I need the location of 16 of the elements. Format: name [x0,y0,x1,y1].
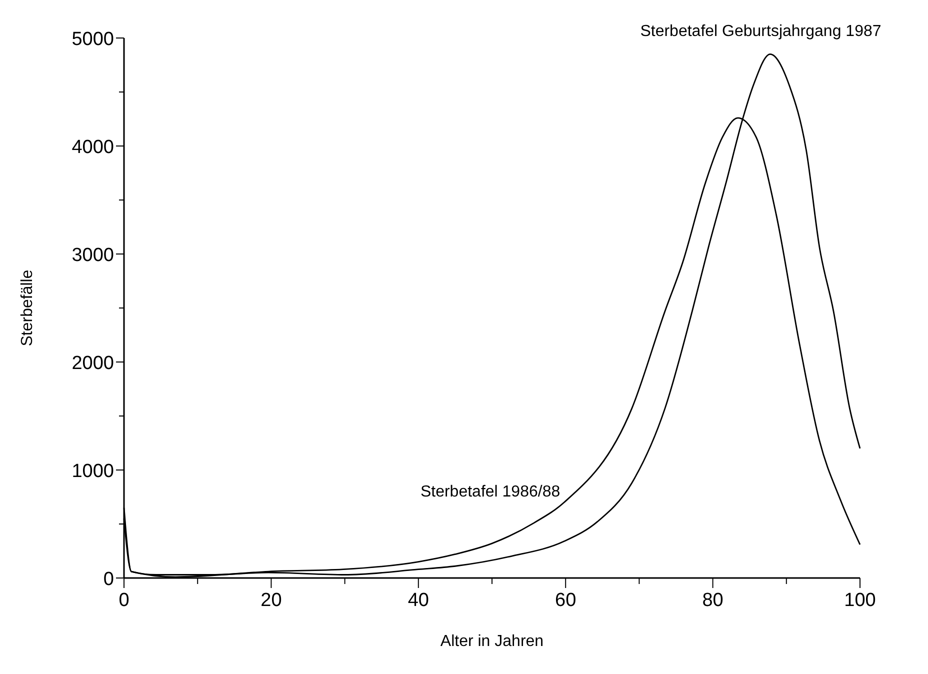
x-tick-label: 60 [555,590,576,611]
y-tick-label: 3000 [72,245,114,266]
series-label: Sterbetafel 1986/88 [420,483,560,500]
y-axis-title: Sterbefälle [19,270,36,346]
y-tick-label: 2000 [72,353,114,374]
y-tick-label: 4000 [72,137,114,158]
x-tick-label: 80 [702,590,724,611]
x-tick-label: 40 [408,590,429,611]
x-tick-label: 100 [844,590,876,611]
series-label: Sterbetafel Geburtsjahrgang 1987 [640,23,882,40]
x-axis-title: Alter in Jahren [440,633,544,650]
y-tick-label: 0 [103,569,114,590]
y-tick-label: 5000 [72,29,114,50]
y-tick-label: 1000 [72,461,114,482]
x-tick-label: 20 [260,590,282,611]
x-tick-label: 0 [118,590,130,611]
